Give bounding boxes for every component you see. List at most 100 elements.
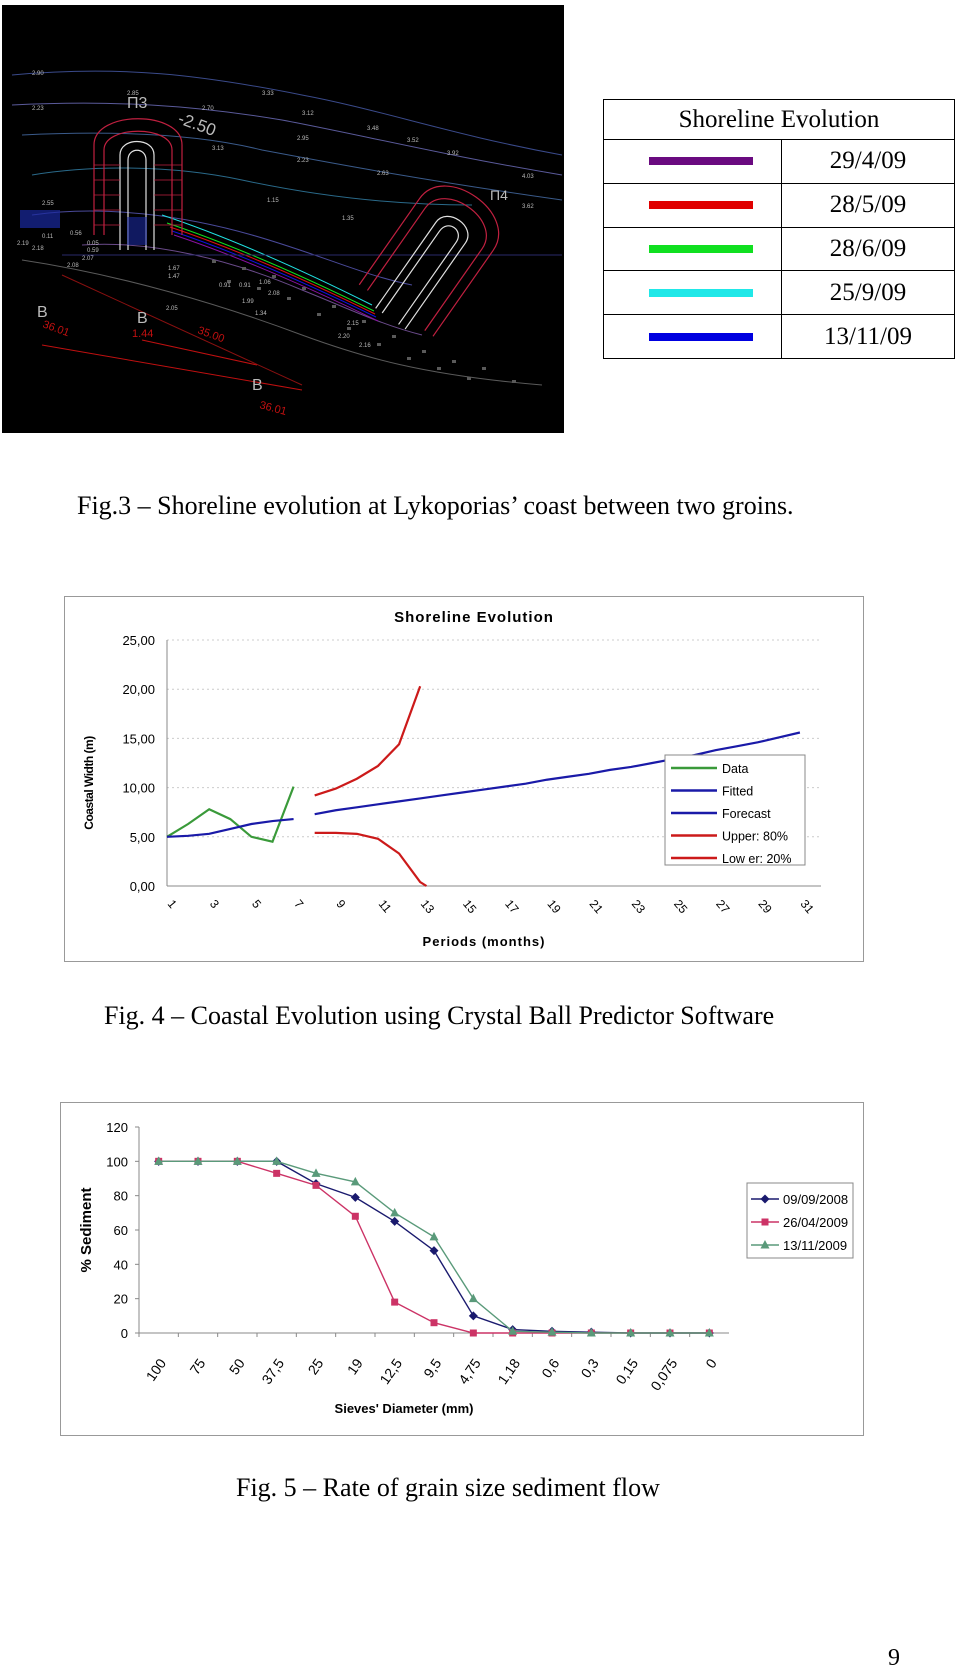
legend-swatch: [649, 201, 753, 210]
x-tick-label: 0,3: [578, 1355, 602, 1380]
svg-text:36.01: 36.01: [258, 399, 288, 418]
svg-text:35.00: 35.00: [196, 325, 226, 346]
data-point: [272, 1156, 282, 1165]
x-tick-label: 100: [143, 1355, 170, 1383]
data-point: [273, 1169, 281, 1177]
x-tick-label: 31: [798, 897, 818, 916]
svg-text:B: B: [137, 310, 148, 327]
legend-title: Shoreline Evolution: [603, 99, 955, 140]
legend-row: 28/6/09: [603, 226, 955, 272]
x-tick-label: 5: [249, 897, 264, 911]
data-point: [586, 1328, 596, 1337]
legend-row: 28/5/09: [603, 182, 955, 228]
svg-text:2.05: 2.05: [166, 306, 178, 312]
svg-text:2.16: 2.16: [359, 343, 371, 349]
y-axis-label: % Sediment: [78, 1187, 95, 1272]
page-number: 9: [888, 1645, 900, 1671]
x-axis-label: Periods (months): [423, 934, 546, 949]
x-tick-label: 29: [755, 897, 775, 916]
x-tick-label: 19: [344, 1355, 366, 1377]
svg-text:1.67: 1.67: [168, 266, 180, 272]
legend-label: Data: [722, 762, 748, 776]
legend-label: Low er: 20%: [722, 852, 791, 866]
x-tick-label: 17: [502, 897, 522, 916]
x-axis-label: Sieves' Diameter (mm): [335, 1401, 474, 1416]
legend-label: Fitted: [722, 785, 753, 799]
y-tick-label: 60: [114, 1223, 128, 1238]
svg-text:-2.50: -2.50: [176, 109, 219, 140]
x-tick-label: 4,75: [455, 1355, 484, 1387]
svg-text:Π3: Π3: [127, 95, 148, 112]
svg-text:Π4: Π4: [490, 187, 508, 203]
svg-text:1.34: 1.34: [255, 311, 267, 317]
x-tick-label: 0,6: [538, 1355, 562, 1380]
svg-text:3.33: 3.33: [262, 91, 274, 97]
legend-date: 13/11/09: [781, 314, 955, 359]
svg-text:2.23: 2.23: [32, 106, 44, 112]
svg-text:3.62: 3.62: [522, 204, 534, 210]
svg-text:1.35: 1.35: [342, 216, 354, 222]
y-tick-label: 25,00: [122, 633, 155, 648]
svg-text:2.63: 2.63: [377, 171, 389, 177]
svg-text:1.99: 1.99: [242, 299, 254, 305]
x-tick-label: 3: [207, 897, 222, 911]
y-tick-label: 0,00: [130, 879, 155, 894]
fig4-caption: Fig. 4 – Coastal Evolution using Crystal…: [104, 1001, 775, 1030]
x-tick-label: 1: [165, 897, 180, 911]
legend-row: 29/4/09: [603, 139, 955, 184]
svg-text:B: B: [37, 304, 48, 321]
data-point: [761, 1218, 769, 1226]
data-point: [468, 1293, 478, 1303]
legend-label: 09/09/2008: [783, 1192, 848, 1207]
legend-label: 13/11/2009: [783, 1238, 847, 1253]
data-point: [311, 1168, 321, 1177]
legend-date: 28/6/09: [781, 226, 955, 272]
x-tick-label: 21: [587, 897, 607, 916]
svg-text:2.95: 2.95: [297, 136, 309, 142]
data-point: [390, 1207, 400, 1217]
data-point: [760, 1240, 770, 1249]
chart-title: Shoreline Evolution: [394, 609, 554, 626]
data-point: [547, 1327, 557, 1336]
svg-text:3.52: 3.52: [407, 138, 419, 144]
y-tick-label: 80: [114, 1189, 128, 1204]
svg-text:2.23: 2.23: [297, 158, 309, 164]
x-tick-label: 1,18: [494, 1355, 523, 1387]
data-point: [154, 1156, 164, 1165]
svg-text:2.18: 2.18: [32, 246, 44, 252]
data-point: [469, 1329, 477, 1337]
series-line: [314, 685, 422, 797]
svg-text:0.91: 0.91: [219, 283, 231, 289]
svg-text:2.19: 2.19: [17, 241, 29, 247]
svg-text:2.07: 2.07: [82, 256, 94, 262]
shoreline-legend-table: Shoreline Evolution 29/4/09 28/5/09 28/6…: [603, 99, 955, 359]
legend-row: 13/11/09: [603, 314, 955, 359]
svg-text:3.92: 3.92: [447, 151, 459, 157]
svg-text:36.01: 36.01: [41, 319, 71, 340]
svg-text:0.11: 0.11: [42, 234, 54, 240]
data-point: [430, 1319, 438, 1327]
data-point: [508, 1326, 518, 1335]
legend-row: 25/9/09: [603, 270, 955, 316]
svg-text:1.06: 1.06: [259, 280, 271, 286]
legend-date: 28/5/09: [781, 182, 955, 228]
x-tick-label: 9,5: [420, 1355, 444, 1380]
x-tick-label: 0: [702, 1355, 720, 1371]
data-point: [232, 1156, 242, 1165]
svg-text:1.15: 1.15: [267, 198, 279, 204]
data-point: [351, 1212, 359, 1220]
data-point: [350, 1176, 360, 1186]
legend-swatch: [649, 157, 753, 166]
legend-label: 26/04/2009: [783, 1215, 848, 1230]
legend-date: 29/4/09: [781, 139, 955, 184]
y-tick-label: 100: [106, 1154, 128, 1169]
x-tick-label: 7: [291, 897, 306, 911]
svg-text:2.15: 2.15: [347, 321, 359, 327]
svg-text:3.13: 3.13: [212, 146, 224, 152]
y-tick-label: 5,00: [130, 830, 155, 845]
series-line: [314, 831, 428, 887]
svg-text:0.05: 0.05: [87, 241, 99, 247]
data-point: [665, 1328, 675, 1337]
sediment-chart-frame: 0 20 40 60 80 100 120 100 75 50 37,5 25 19 12,5 9,5 4,7…: [60, 1102, 864, 1436]
x-tick-label: 25: [304, 1355, 326, 1377]
